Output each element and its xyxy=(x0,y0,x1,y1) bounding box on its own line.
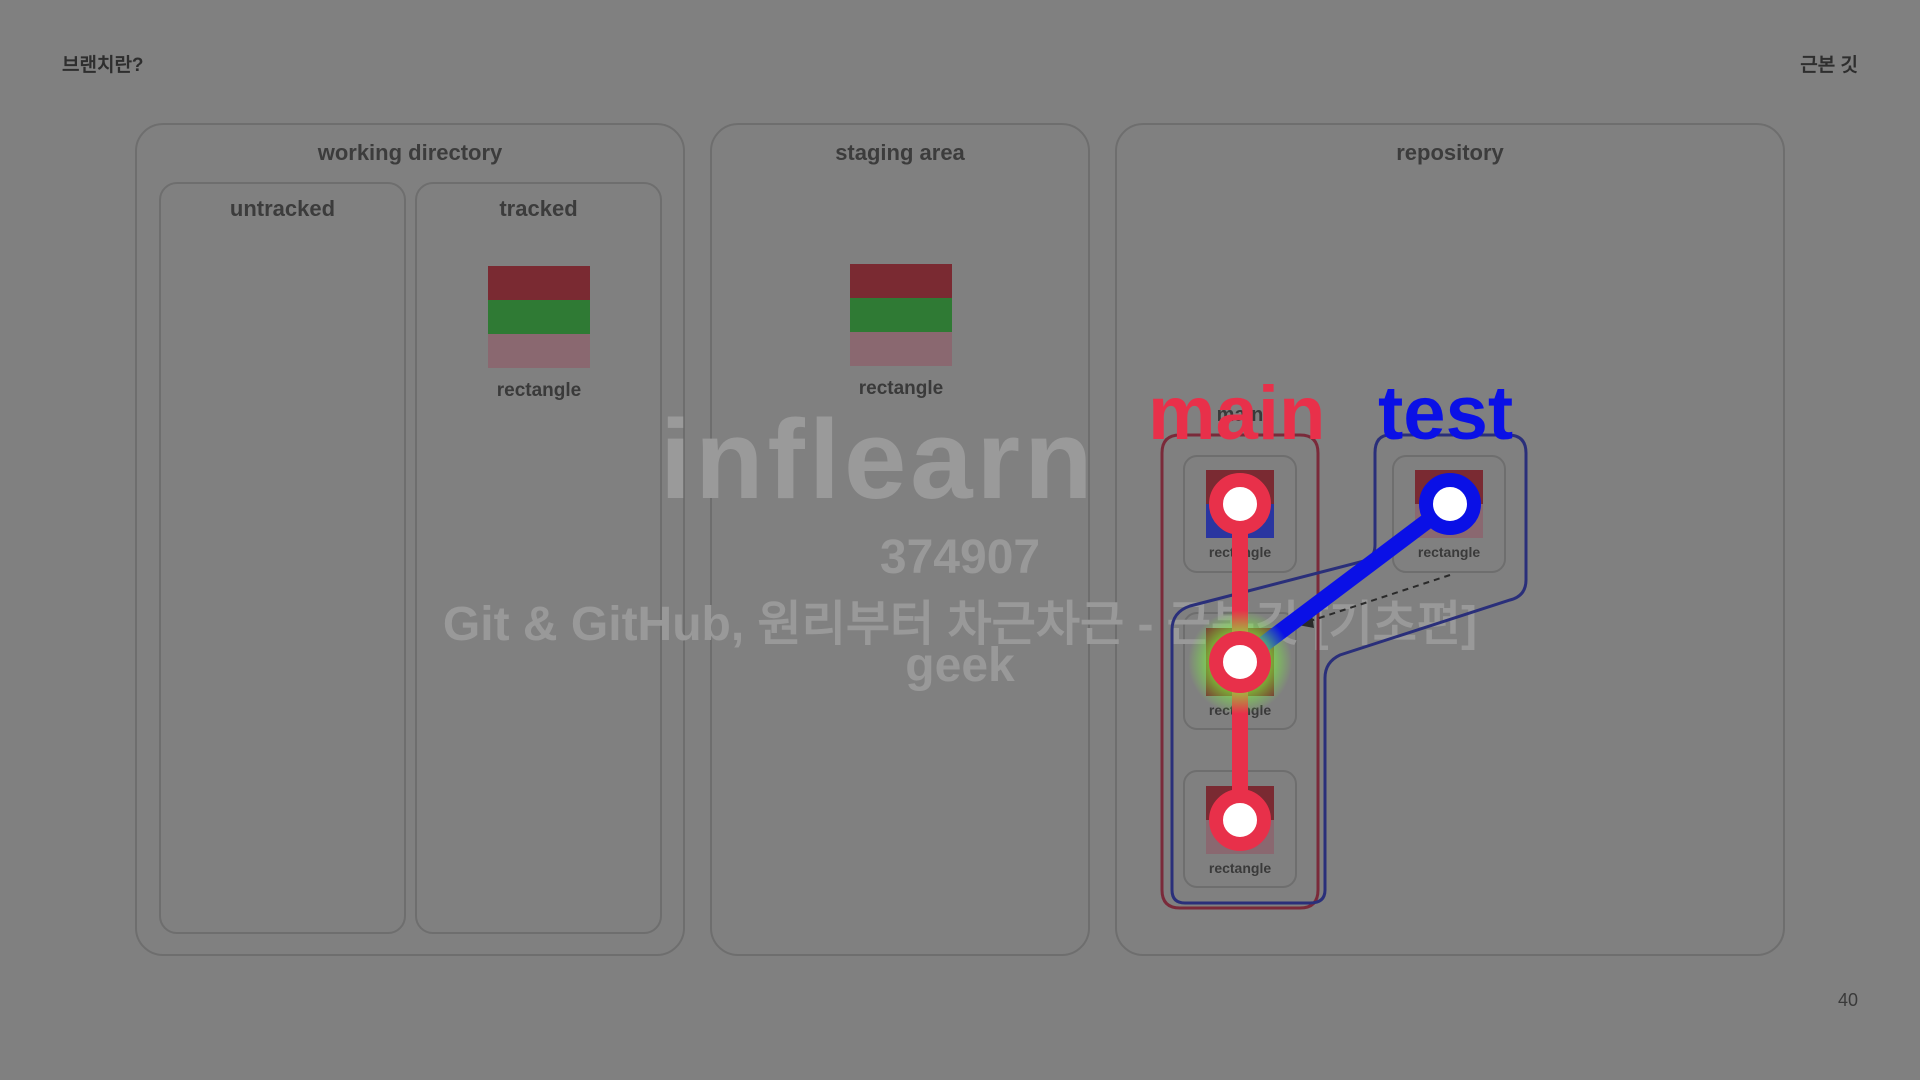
tracked-title: tracked xyxy=(499,196,578,221)
main-branch-small-label: main xyxy=(1216,404,1264,426)
watermark-logo: inflearn xyxy=(660,397,1097,522)
main-branch-outline xyxy=(1160,433,1320,910)
untracked-title: untracked xyxy=(229,196,336,221)
commit-node-main-middle xyxy=(1209,631,1271,693)
main-branch-label: main xyxy=(1148,371,1326,456)
commit-label: rectangle xyxy=(1208,860,1272,876)
course-label: 근본 깃 xyxy=(1800,55,1858,76)
staging-area-panel: staging area rectangle xyxy=(710,123,1090,956)
commit-node-test xyxy=(1419,473,1481,535)
repository-panel: repository xyxy=(1115,123,1785,956)
tracked-file-label: rectangle xyxy=(496,380,582,401)
commit-node-main-bottom xyxy=(1209,789,1271,851)
test-branch-label: test xyxy=(1378,371,1514,456)
staged-file-label: rectangle xyxy=(858,378,944,399)
working-directory-title: working directory xyxy=(317,140,503,165)
slide-title: 브랜치란? xyxy=(62,55,144,76)
page-number: 40 xyxy=(1837,990,1858,1010)
watermark-user: geek xyxy=(905,639,1015,692)
watermark-id: 374907 xyxy=(879,531,1041,584)
untracked-panel: untracked xyxy=(159,182,406,934)
staged-file-icon xyxy=(850,264,952,366)
working-directory-panel: working directory untracked tracked rect… xyxy=(135,123,685,956)
tracked-panel: tracked rectangle xyxy=(415,182,662,934)
commit-label: rectangle xyxy=(1417,544,1481,560)
staging-area-title: staging area xyxy=(835,140,965,165)
merge-dashed-arrow xyxy=(1297,574,1451,626)
commit-box-test xyxy=(1392,455,1506,573)
tracked-file-icon xyxy=(488,266,590,368)
repository-title: repository xyxy=(1396,140,1504,165)
commit-node-main-top xyxy=(1209,473,1271,535)
